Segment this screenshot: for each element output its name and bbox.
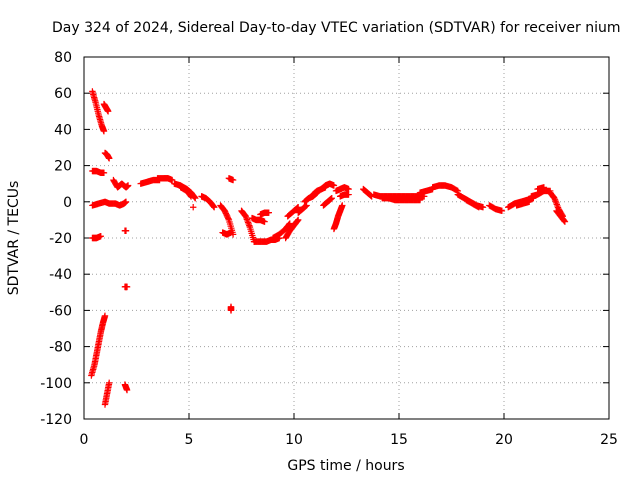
data-point bbox=[265, 209, 272, 216]
data-point bbox=[526, 198, 533, 205]
data-point bbox=[101, 312, 109, 320]
y-tick-label: 20 bbox=[54, 159, 72, 175]
x-tick-label: 20 bbox=[495, 432, 513, 448]
x-tick-label: 25 bbox=[600, 432, 618, 448]
grid-lines bbox=[84, 57, 609, 419]
data-point bbox=[330, 182, 338, 189]
x-axis-ticks: 0 5 10 15 20 25 bbox=[80, 57, 618, 448]
data-point bbox=[345, 191, 352, 198]
data-point bbox=[100, 128, 108, 135]
x-axis-label: GPS time / hours bbox=[287, 458, 404, 474]
y-tick-label: -20 bbox=[49, 231, 72, 247]
y-tick-label: -80 bbox=[49, 340, 72, 356]
data-point bbox=[227, 229, 235, 236]
y-tick-label: 80 bbox=[54, 50, 72, 66]
data-point bbox=[97, 232, 104, 240]
data-point bbox=[416, 196, 424, 204]
data-point bbox=[229, 176, 237, 184]
data-point bbox=[190, 204, 197, 211]
data-point bbox=[295, 216, 302, 224]
y-tick-label: -60 bbox=[49, 303, 72, 319]
data-point bbox=[339, 202, 346, 209]
data-point bbox=[187, 193, 195, 200]
data-point bbox=[211, 204, 218, 211]
data-point bbox=[498, 207, 506, 215]
data-point bbox=[100, 169, 108, 177]
data-point bbox=[192, 194, 199, 202]
data-point bbox=[122, 227, 130, 234]
data-point bbox=[345, 185, 352, 193]
plot-frame bbox=[83, 56, 610, 420]
y-tick-label: -120 bbox=[40, 412, 72, 428]
data-point bbox=[106, 379, 113, 386]
y-tick-label: 60 bbox=[54, 86, 72, 102]
x-tick-label: 5 bbox=[185, 432, 194, 448]
data-points bbox=[88, 88, 569, 408]
data-point bbox=[169, 176, 176, 184]
data-point bbox=[261, 218, 268, 225]
y-axis-label: SDTVAR / TECUs bbox=[6, 181, 22, 296]
y-axis-ticks: -120 -100 -80 -60 -40 -20 0 20 40 60 80 bbox=[40, 50, 609, 428]
data-point bbox=[540, 184, 548, 191]
data-point bbox=[106, 155, 113, 162]
data-point bbox=[561, 217, 568, 225]
x-tick-label: 0 bbox=[80, 432, 89, 448]
y-tick-label: -100 bbox=[40, 376, 72, 392]
data-point bbox=[227, 307, 235, 314]
data-point bbox=[286, 220, 293, 227]
data-point bbox=[104, 108, 112, 115]
data-point bbox=[122, 198, 130, 205]
data-point bbox=[123, 386, 131, 394]
y-tick-label: 40 bbox=[54, 122, 72, 138]
y-tick-label: -40 bbox=[49, 267, 72, 283]
x-tick-label: 10 bbox=[285, 432, 303, 448]
data-point bbox=[328, 194, 335, 202]
chart-title: Day 324 of 2024, Sidereal Day-to-day VTE… bbox=[52, 20, 621, 36]
data-point bbox=[475, 204, 482, 211]
data-point bbox=[123, 283, 131, 291]
data-point bbox=[124, 182, 132, 189]
data-point bbox=[561, 218, 569, 225]
x-tick-label: 15 bbox=[390, 432, 408, 448]
y-tick-label: 0 bbox=[63, 195, 72, 211]
